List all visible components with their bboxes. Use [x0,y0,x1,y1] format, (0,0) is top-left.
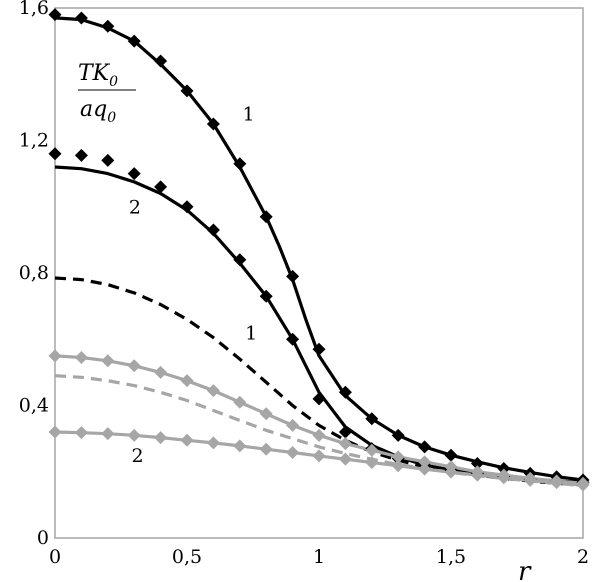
data-point-marker [180,84,194,98]
data-point-marker [154,180,168,194]
data-point-marker [470,456,484,470]
data-point-marker [338,425,352,439]
data-point-marker [259,407,273,421]
data-point-marker [338,437,352,451]
data-point-marker [391,450,405,464]
x-tick-label: 2 [577,546,589,568]
data-point-marker [312,342,326,356]
data-point-marker [418,462,432,476]
x-tick-label: 1 [313,546,325,568]
data-point-marker [365,455,379,469]
data-point-marker [154,431,168,445]
data-point-marker [206,384,220,398]
curve-label: 1 [245,322,257,344]
data-point-marker [550,476,564,490]
curve-label: 1 [242,104,254,126]
y-tick-label: 0 [37,527,49,549]
x-axis-title: r [518,557,532,582]
data-point-marker [259,289,273,303]
data-point-marker [497,461,511,475]
data-point-marker [259,442,273,456]
x-tick-label: 0,5 [172,546,202,568]
y-tick-label: 0,8 [19,262,49,284]
data-point-marker [48,147,62,161]
data-point-marker [180,433,194,447]
data-point-marker [338,385,352,399]
data-point-marker [233,439,247,453]
y-tick-label: 1,2 [19,130,49,152]
data-point-marker [101,19,115,33]
data-point-marker [233,157,247,171]
data-point-marker [127,34,141,48]
data-point-marker [233,395,247,409]
y-axis-title-numerator: TK0 [78,61,118,90]
data-point-marker [312,428,326,442]
y-axis-title: TK0 aq0 [78,61,136,126]
data-point-marker [127,167,141,181]
data-point-marker [101,427,115,441]
data-point-marker [523,473,537,487]
data-point-marker [74,11,88,25]
curve-label-layer: 1 2 1 2 [129,104,257,467]
data-point-marker [312,449,326,463]
plot-area-frame [54,7,584,539]
data-point-marker [444,448,458,462]
data-point-marker [74,350,88,364]
data-point-marker [444,465,458,479]
data-point-marker [74,426,88,440]
data-point-marker [391,428,405,442]
data-point-marker [127,359,141,373]
data-point-marker [127,428,141,442]
y-axis-title-denominator: aq0 [80,97,116,126]
data-point-marker [206,436,220,450]
data-point-marker [286,332,300,346]
data-point-marker [418,455,432,469]
data-point-marker [101,354,115,368]
data-point-marker [418,440,432,454]
data-point-marker [206,223,220,237]
y-tick-label: 1,6 [19,0,49,19]
axis-ticks: 0 0,4 0,8 1,2 1,6 0 0,5 1 1,5 2 [19,0,589,568]
curve-label: 2 [129,196,141,218]
data-point-marker [154,365,168,379]
data-point-marker [154,54,168,68]
data-point-marker [48,8,62,22]
data-point-marker [233,253,247,267]
data-point-marker [180,200,194,214]
data-point-marker [286,446,300,460]
data-point-marker [497,471,511,485]
data-point-marker [48,349,62,363]
data-point-marker [101,153,115,167]
data-point-marker [365,443,379,457]
curve-label: 2 [132,445,144,467]
data-point-marker [338,452,352,466]
data-point-marker [286,269,300,283]
data-point-marker [470,468,484,482]
series-layer [54,16,584,488]
data-point-marker [286,418,300,432]
x-tick-label: 1,5 [436,546,466,568]
data-point-marker [312,392,326,406]
series-line-0 [54,16,584,482]
data-point-marker [259,210,273,224]
data-point-marker [206,117,220,131]
data-point-marker [576,478,590,492]
marker-layer [48,8,590,492]
data-point-marker [180,374,194,388]
y-tick-label: 0,4 [19,395,49,417]
data-point-marker [74,148,88,162]
data-point-marker [365,412,379,426]
data-point-marker [48,425,62,439]
data-point-marker [391,459,405,473]
x-tick-label: 0 [49,546,61,568]
